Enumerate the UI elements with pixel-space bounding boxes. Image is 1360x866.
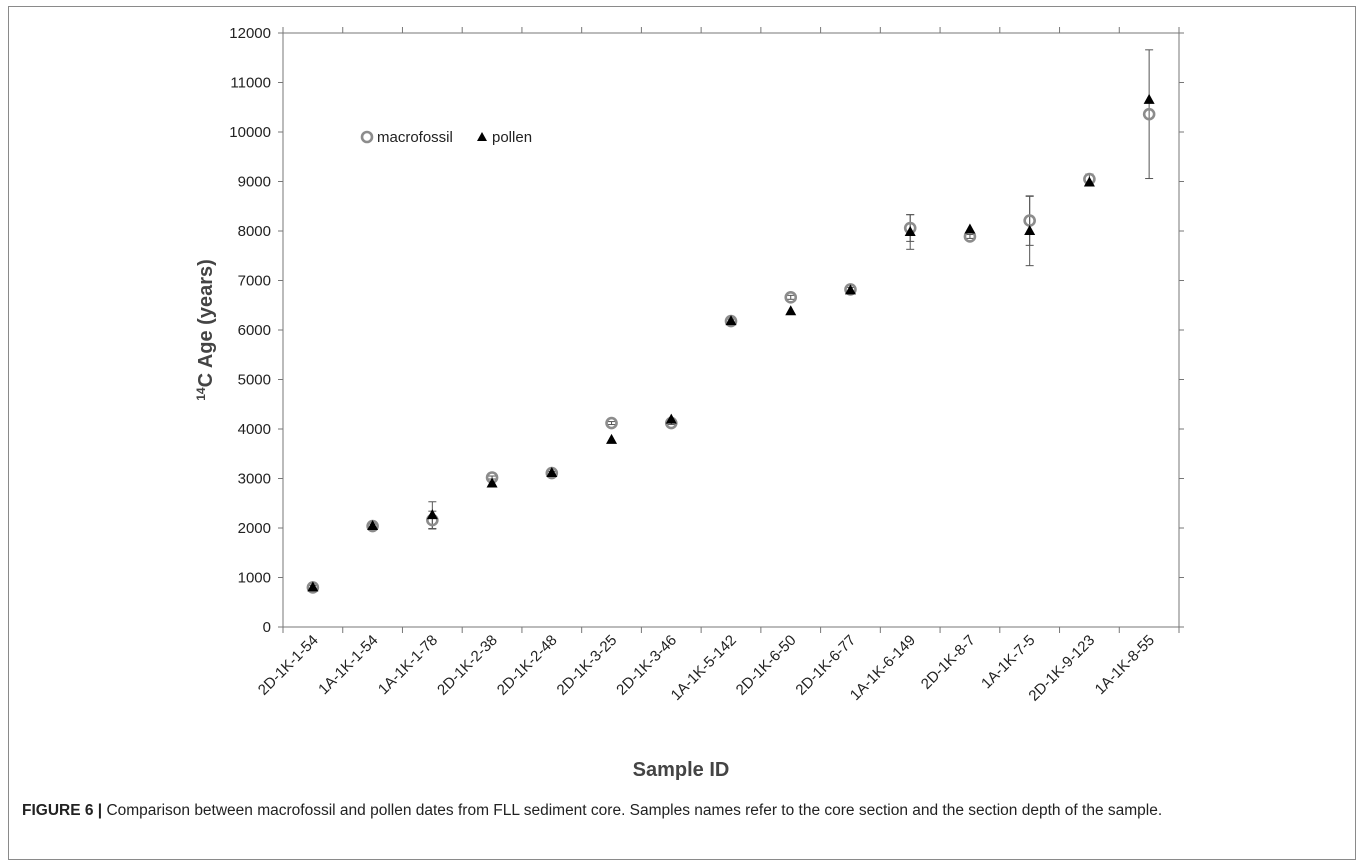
point-pollen	[904, 225, 916, 236]
point-pollen	[546, 467, 558, 478]
point-pollen	[1143, 93, 1155, 104]
point-pollen	[426, 509, 438, 520]
x-tick-label: 1A-1K-7-5	[978, 632, 1038, 692]
y-tick-label: 7000	[238, 273, 271, 290]
point-pollen	[964, 223, 976, 234]
x-tick-label: 1A-1K-1-78	[375, 632, 441, 698]
caption-text: Comparison between macrofossil and polle…	[102, 802, 1163, 819]
y-axis-title: 14C Age (years)	[194, 259, 217, 401]
y-tick-label: 8000	[238, 223, 271, 240]
x-tick-label: 1A-1K-1-54	[315, 632, 381, 698]
figure-frame	[8, 6, 1356, 860]
point-pollen	[844, 284, 856, 295]
y-tick-label: 5000	[238, 372, 271, 389]
caption-label: FIGURE 6 |	[22, 802, 103, 819]
point-pollen	[785, 305, 797, 316]
y-tick-label: 11000	[230, 75, 271, 92]
data-points	[306, 93, 1156, 594]
y-tick-label: 4000	[238, 421, 271, 438]
chart: 0 1000 2000 3000 4000 5000 6000 7000 8000 9000 100…	[194, 25, 1184, 781]
point-pollen	[486, 477, 498, 488]
y-tick-label: 1000	[238, 570, 271, 587]
legend-macrofossil-label: macrofossil	[377, 129, 453, 146]
x-axis-title: Sample ID	[633, 759, 730, 781]
y-tick-label: 6000	[238, 322, 271, 339]
y-axis-title-text: C Age (years)	[195, 259, 217, 387]
y-tick-label: 0	[263, 619, 271, 636]
axes	[282, 32, 1180, 628]
x-tick-label: 2D-1K-6-50	[733, 632, 800, 699]
figure-caption: FIGURE 6 | Comparison between macrofossi…	[22, 800, 1342, 821]
point-macrofossil	[784, 291, 798, 304]
x-tick-label: 2D-1K-3-25	[554, 632, 621, 699]
point-pollen	[606, 433, 618, 444]
point-macrofossil	[1142, 107, 1156, 121]
legend-macrofossil-marker	[360, 130, 374, 144]
y-tick-label: 12000	[229, 25, 271, 42]
y-tick-label: 2000	[238, 520, 271, 537]
point-pollen	[665, 413, 677, 424]
point-pollen	[307, 581, 319, 592]
point-pollen	[1083, 176, 1095, 187]
point-pollen	[367, 520, 379, 531]
x-tick-label: 2D-1K-2-48	[494, 632, 561, 699]
legend-pollen-marker	[477, 132, 487, 141]
x-tick-label: 2D-1K-1-54	[255, 632, 322, 699]
y-tick-label: 9000	[238, 174, 271, 191]
y-axis-title-superscript: 14	[194, 387, 208, 401]
y-axis-ticks: 0 1000 2000 3000 4000 5000 6000 7000 8000 9000 100…	[229, 25, 1184, 636]
x-tick-label: 2D-1K-8-7	[918, 632, 979, 693]
y-tick-label: 3000	[238, 471, 271, 488]
x-tick-label: 1A-1K-8-55	[1092, 632, 1158, 698]
point-pollen	[1024, 225, 1036, 235]
legend-pollen-label: pollen	[492, 129, 532, 146]
x-tick-label: 2D-1K-2-38	[434, 632, 501, 699]
point-macrofossil	[605, 416, 618, 430]
y-tick-label: 10000	[229, 124, 271, 141]
point-pollen	[725, 315, 737, 326]
legend: macrofossil pollen	[360, 129, 532, 146]
plot-area-border	[282, 32, 1180, 628]
